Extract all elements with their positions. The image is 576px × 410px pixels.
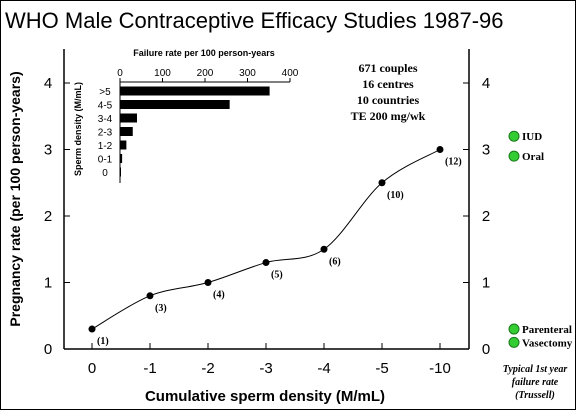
inset-bar	[120, 167, 121, 177]
data-point-label: (4)	[213, 290, 225, 301]
inset-bar	[120, 127, 133, 136]
reference-marker-dot	[508, 323, 520, 335]
inset-bar	[120, 154, 123, 163]
reference-marker-label: Parenteral	[522, 324, 572, 336]
inset-x-tick-label: 200	[197, 68, 214, 79]
inset-y-label: Sperm density (M/mL)	[73, 82, 83, 176]
data-point	[262, 259, 270, 267]
y-tick-label: 2	[44, 208, 52, 225]
reference-marker-label: IUD	[522, 131, 542, 143]
right-y-tick-label: 4	[482, 75, 490, 92]
inset-category-label: 3-4	[98, 114, 113, 125]
inset-category-label: 2-3	[98, 128, 113, 139]
caption-line-1: Typical 1st year	[503, 364, 568, 375]
x-axis-label: Cumulative sperm density (M/mL)	[145, 388, 385, 405]
x-tick-label: -5	[375, 360, 388, 377]
inset-category-label: 0	[102, 168, 108, 179]
data-point	[436, 146, 444, 153]
inset-bar	[120, 100, 230, 109]
data-point	[320, 245, 328, 253]
study-annotation: 671 couples 16 centres 10 countries TE 2…	[351, 61, 426, 123]
annotation-line-3: 10 countries	[357, 93, 420, 107]
x-tick-label: -3	[259, 360, 272, 377]
x-tick-label: -10	[429, 360, 451, 377]
annotation-line-4: TE 200 mg/wk	[351, 109, 426, 123]
y-axis-label: Pregnancy rate (per 100 person-years)	[7, 71, 23, 326]
inset-bars-layer: 0 100 200 300 400 >5 4-5 3-4 2-3 1-2 0-1 0	[98, 68, 299, 179]
inset-x-tick-label: 300	[239, 68, 256, 79]
y-tick-label: 0	[44, 341, 52, 358]
reference-marker-dot	[508, 336, 520, 348]
inset-x-tick-label: 100	[154, 68, 171, 79]
reference-marker-dot	[508, 150, 520, 162]
reference-caption: Typical 1st year failure rate (Trussell)	[503, 364, 568, 401]
inset-bar	[120, 86, 270, 96]
reference-marker-label: Vasectomy	[522, 337, 573, 349]
annotation-line-2: 16 centres	[362, 77, 414, 91]
y-tick-label: 3	[44, 142, 52, 159]
x-tick-label: -2	[201, 360, 214, 377]
inset-x-tick-label: 0	[117, 68, 123, 79]
x-tick-label: -1	[143, 360, 156, 377]
data-point-label: (1)	[97, 336, 109, 347]
right-y-tick-label: 0	[482, 341, 490, 358]
y-tick-label: 1	[44, 275, 52, 292]
reference-marker-dot	[508, 130, 520, 142]
right-y-tick-label: 2	[482, 208, 490, 225]
x-tick-label: 0	[88, 360, 96, 377]
data-point-label: (12)	[445, 157, 462, 168]
data-point-label: (5)	[271, 270, 283, 281]
data-point	[204, 279, 212, 286]
inset-bar	[120, 140, 127, 150]
annotation-line-1: 671 couples	[358, 61, 417, 75]
chart-title: WHO Male Contraceptive Efficacy Studies …	[5, 8, 504, 33]
right-y-tick-label: 3	[482, 142, 490, 159]
caption-line-3: (Trussell)	[515, 390, 555, 401]
data-point-label: (6)	[329, 256, 341, 267]
inset-category-label: 4-5	[98, 101, 113, 112]
y-tick-label: 4	[44, 75, 52, 92]
inset-title: Failure rate per 100 person-years	[133, 48, 275, 58]
data-point	[378, 179, 386, 187]
data-point	[88, 325, 96, 333]
data-point-label: (3)	[155, 303, 167, 314]
inset-category-label: 1-2	[98, 141, 113, 152]
inset-category-label: >5	[99, 87, 111, 98]
inset-x-tick-label: 400	[282, 68, 299, 79]
data-point-label: (10)	[387, 190, 404, 201]
reference-marker-label: Oral	[522, 151, 544, 163]
caption-line-2: failure rate	[512, 377, 559, 388]
series-line	[91, 149, 441, 330]
data-point	[146, 292, 154, 300]
inset-category-label: 0-1	[98, 155, 113, 166]
right-y-tick-label: 1	[482, 275, 490, 292]
inset-bar	[120, 113, 137, 123]
x-tick-label: -4	[317, 360, 330, 377]
